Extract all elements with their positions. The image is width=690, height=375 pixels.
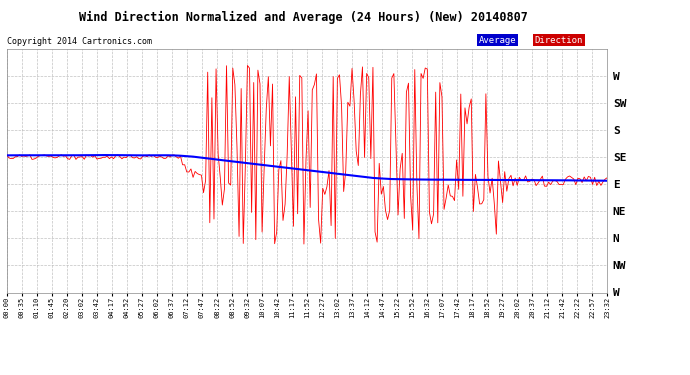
Text: Copyright 2014 Cartronics.com: Copyright 2014 Cartronics.com xyxy=(7,38,152,46)
Text: Direction: Direction xyxy=(535,36,583,45)
Text: Wind Direction Normalized and Average (24 Hours) (New) 20140807: Wind Direction Normalized and Average (2… xyxy=(79,11,528,24)
Text: Average: Average xyxy=(479,36,517,45)
